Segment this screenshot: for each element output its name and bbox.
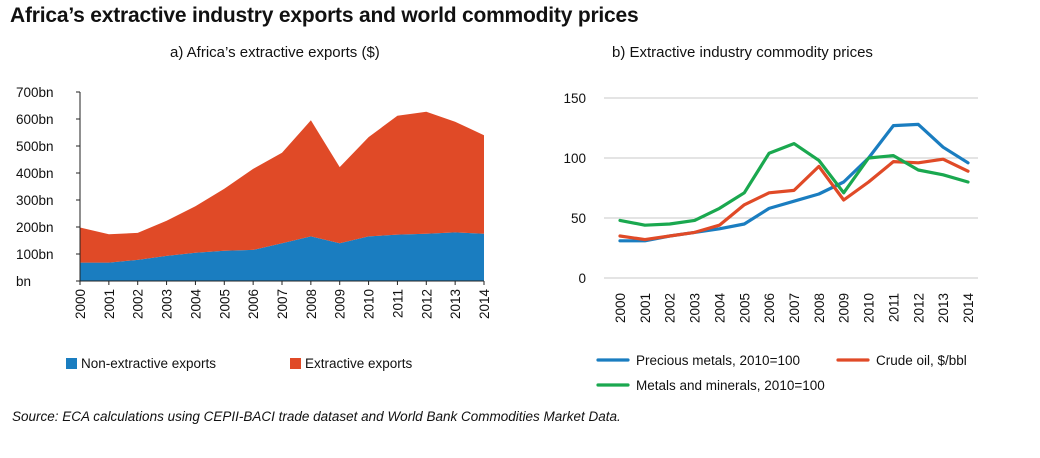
panel-b-x-tick-label: 2011 — [886, 293, 901, 322]
panel-a-x-tick-label: 2001 — [102, 289, 117, 319]
figure-title: Africa’s extractive industry exports and… — [10, 4, 639, 27]
panel-a-y-tick-label: bn — [16, 274, 31, 289]
line-series-metals-minerals — [618, 142, 970, 227]
panel-b-x-tick-label: 2002 — [663, 293, 678, 323]
panel-a-title: a) Africa’s extractive exports ($) — [170, 44, 380, 61]
panel-a-x-tick-label: 2009 — [333, 289, 348, 319]
panel-a-y-tick-label: 200bn — [16, 220, 54, 235]
panel-a-y-tick-label: 300bn — [16, 193, 54, 208]
panel-a-y-tick-label: 500bn — [16, 139, 54, 154]
legend-label-precious-metals: Precious metals, 2010=100 — [636, 353, 800, 368]
panel-a-x-tick-label: 2012 — [419, 289, 434, 319]
panel-b-x-tick-label: 2009 — [837, 293, 852, 323]
panel-a-x-tick-label: 2002 — [131, 289, 146, 319]
panel-a-x-tick-label: 2014 — [477, 289, 492, 320]
panel-b-title: b) Extractive industry commodity prices — [612, 44, 873, 61]
panel-b-y-tick-label: 150 — [563, 91, 586, 106]
area-series-extractive — [80, 111, 484, 263]
panel-b-x-tick-label: 2013 — [936, 293, 951, 323]
panel-a-y-tick-label: 600bn — [16, 112, 54, 127]
panel-b-y-tick-label: 0 — [578, 271, 586, 286]
legend-swatch-non-extractive — [66, 358, 77, 369]
panel-a-x-tick-label: 2005 — [217, 289, 232, 319]
legend-label-metals-minerals: Metals and minerals, 2010=100 — [636, 378, 825, 393]
source-note: Source: ECA calculations using CEPII-BAC… — [12, 409, 621, 424]
panel-a-x-tick-label: 2008 — [304, 289, 319, 319]
legend-label-non-extractive: Non-extractive exports — [81, 356, 216, 371]
panel-a-x-tick-label: 2007 — [275, 289, 290, 319]
legend-label-crude-oil: Crude oil, $/bbl — [876, 353, 967, 368]
panel-a-y-tick-label: 100bn — [16, 247, 54, 262]
panel-a-x-tick-label: 2003 — [160, 289, 175, 319]
area-series-non-extractive — [80, 232, 484, 281]
panel-b-x-tick-label: 2014 — [961, 293, 976, 324]
panel-b-x-tick-label: 2003 — [688, 293, 703, 323]
panel-a-x-tick-label: 2006 — [246, 289, 261, 319]
legend-label-extractive: Extractive exports — [305, 356, 413, 371]
panel-b-y-tick-label: 100 — [563, 151, 586, 166]
legend-swatch-extractive — [290, 358, 301, 369]
panel-a-x-tick-label: 2004 — [188, 289, 203, 320]
panel-b-x-tick-label: 2012 — [911, 293, 926, 323]
panel-a-x-tick-label: 2000 — [73, 289, 88, 319]
panel-b-x-tick-label: 2000 — [613, 293, 628, 323]
panel-b-x-tick-label: 2010 — [862, 293, 877, 323]
panel-b-y-tick-label: 50 — [571, 211, 586, 226]
panel-b-x-tick-label: 2007 — [787, 293, 802, 323]
panel-b-x-tick-label: 2001 — [638, 293, 653, 323]
line-series-crude-oil — [618, 157, 970, 242]
panel-b-x-tick-label: 2006 — [762, 293, 777, 323]
panel-b-x-tick-label: 2004 — [712, 293, 727, 324]
panel-a-x-tick-label: 2010 — [362, 289, 377, 319]
panel-b-x-tick-label: 2005 — [737, 293, 752, 323]
panel-a-y-tick-label: 400bn — [16, 166, 54, 181]
panel-a-x-tick-label: 2011 — [390, 289, 405, 318]
panel-a-y-tick-label: 700bn — [16, 85, 54, 100]
panel-a-x-tick-label: 2013 — [448, 289, 463, 319]
panel-b-x-tick-label: 2008 — [812, 293, 827, 323]
